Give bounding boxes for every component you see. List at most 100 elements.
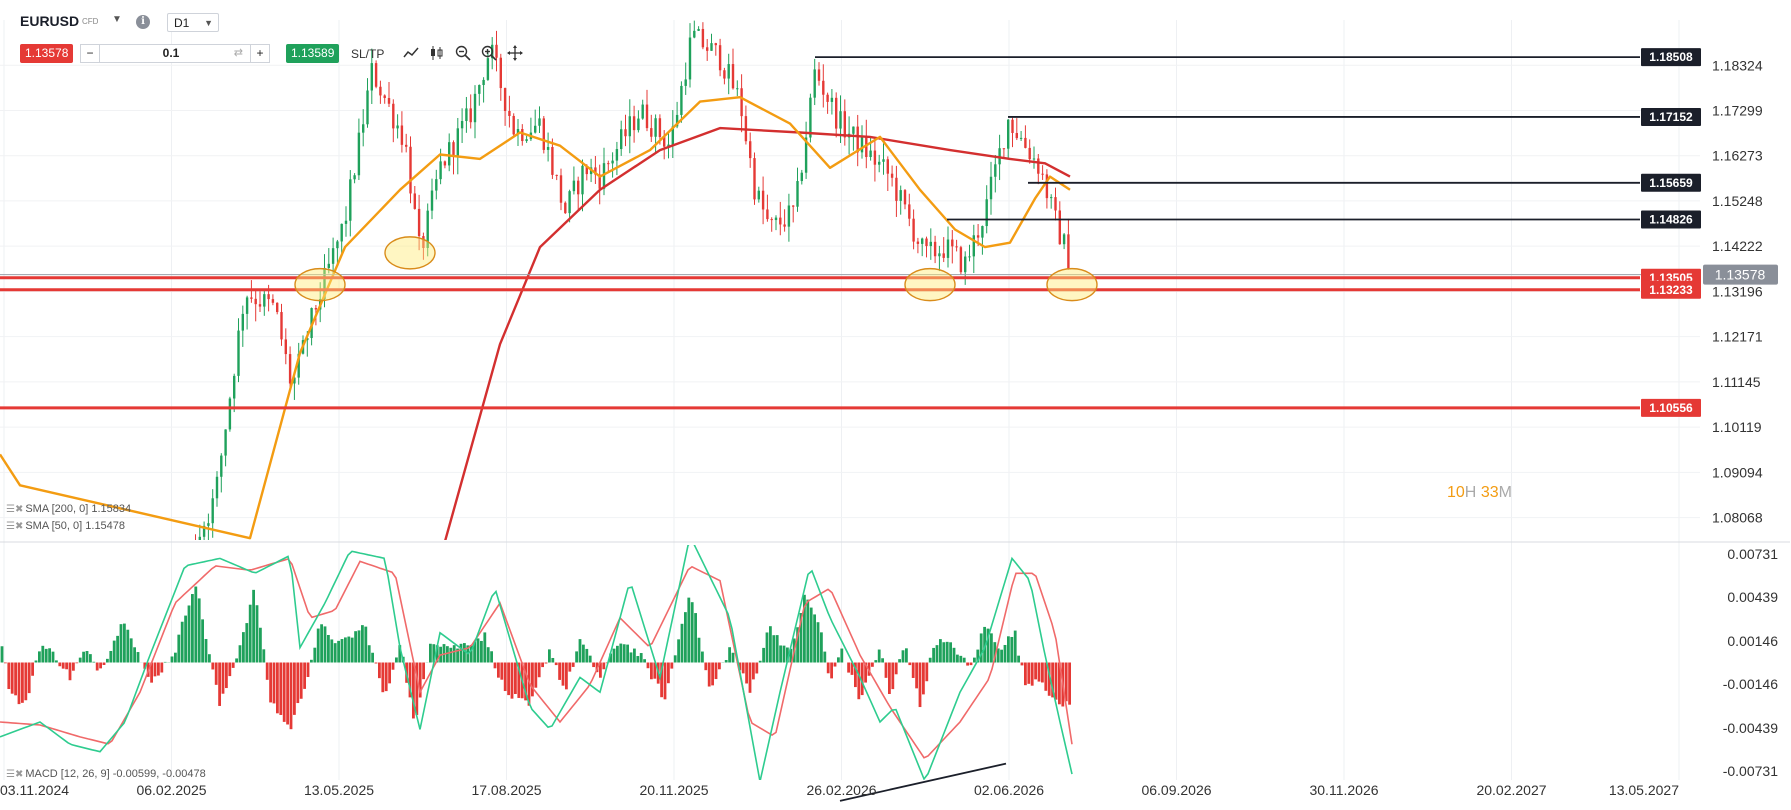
histogram-bar [255,605,259,663]
candle-body [714,43,717,46]
candle [276,302,279,315]
candle-chart-icon[interactable] [428,44,446,62]
level-label[interactable]: 1.18508 [1641,48,1701,67]
y-tick-label: 1.18324 [1712,57,1763,73]
candle [181,555,183,607]
candle-body [276,302,279,313]
histogram-bar [446,646,449,663]
decrease-button[interactable]: − [81,45,100,62]
candle-body [1028,147,1031,160]
candle-body [873,150,877,165]
level-label[interactable]: 1.15659 [1641,173,1701,192]
sma50-legend[interactable]: ☰✖ SMA [50, 0] 1.15478 [6,520,126,532]
candle-body [9,602,11,628]
candle-body [951,239,954,247]
histogram-bar [510,662,514,699]
level-label-bg [1641,210,1701,229]
histogram-bar [956,654,959,663]
candle-body [400,125,404,145]
level-label[interactable]: 1.17152 [1641,107,1701,126]
sltp-button[interactable]: SL/TP [351,47,385,61]
histogram-bar [187,605,191,663]
sma200-line[interactable] [0,126,1071,785]
histogram-bar [14,662,17,696]
histogram-bar [803,594,806,663]
histogram-bar [979,633,983,663]
candle-body [800,172,803,182]
info-icon[interactable]: i [136,15,150,29]
candle-body [809,97,812,138]
sell-price-button[interactable]: 1.13578 [20,44,74,63]
level-label[interactable]: 1.10556 [1641,398,1701,417]
settings-icon[interactable]: ☰✖ [6,521,24,532]
candle-body [503,88,507,112]
candle [9,586,11,640]
candle-body [675,114,679,127]
settings-icon[interactable]: ☰✖ [6,769,24,780]
candle-body [460,121,464,129]
settings-icon[interactable]: ☰✖ [6,504,24,515]
macd-legend[interactable]: ☰✖ MACD [12, 26, 9] -0.00599, -0.00478 [6,768,206,780]
histogram-bar [939,639,942,663]
caret-down-icon[interactable]: ▼ [112,14,122,25]
crosshair-move-icon[interactable] [506,44,524,62]
candle-body [736,88,739,90]
quantity-stepper[interactable]: − 0.1 ⇄ + [80,44,270,63]
candle [387,82,391,108]
candle [559,168,563,211]
histogram-bar [218,662,221,706]
candle-body [843,111,846,138]
candle-body [233,375,236,399]
macd-line[interactable] [0,540,1073,781]
swap-icon[interactable]: ⇄ [233,47,243,59]
histogram-bar [119,624,123,663]
histogram-bar [1010,636,1014,663]
macd-trendline[interactable] [839,762,1007,802]
candle [486,50,490,81]
candle [117,685,119,704]
zoom-in-icon[interactable] [480,44,498,62]
candle [946,226,950,268]
histogram-bar [809,607,813,663]
timeframe-select[interactable]: D1 ▼ [167,13,219,32]
highlight-ellipse[interactable] [1046,267,1098,302]
level-label[interactable]: 1.13233 [1641,280,1701,299]
histogram-bar [1027,662,1031,684]
histogram-bar [435,645,439,663]
candle-body [482,79,485,86]
increase-button[interactable]: + [250,45,269,62]
candle [955,239,958,252]
highlight-ellipse[interactable] [904,267,956,302]
histogram-bar [565,662,568,690]
histogram-bar [694,613,697,663]
candle-body [1002,148,1006,150]
candle-body [448,142,451,166]
highlight-ellipse[interactable] [384,236,436,270]
candle [779,201,782,236]
histogram-bar [214,662,218,685]
macd-signal-line[interactable] [0,558,1073,759]
quantity-value[interactable]: 0.1 [162,46,180,60]
level-label[interactable]: 1.14826 [1641,210,1701,229]
zoom-out-icon[interactable] [454,44,472,62]
highlight-ellipse[interactable] [294,267,346,302]
candle [258,291,262,312]
level-label-text: 1.10556 [1649,401,1693,415]
candle [723,67,726,85]
histogram-bar [643,659,646,663]
histogram-bar [942,642,946,663]
candle-body [512,115,515,135]
symbol-name[interactable]: EURUSD [20,13,80,29]
histogram-bar [51,651,55,663]
line-chart-icon[interactable] [402,44,420,62]
sma50-line[interactable] [0,96,1071,540]
candle-body [1007,119,1010,149]
candle-body [1067,234,1070,270]
candle [538,106,541,134]
histogram-bar [463,643,466,663]
candle [108,684,110,704]
sma200-legend[interactable]: ☰✖ SMA [200, 0] 1.15834 [6,503,132,515]
histogram-bar [1047,662,1051,696]
buy-price-button[interactable]: 1.13589 [286,44,340,63]
